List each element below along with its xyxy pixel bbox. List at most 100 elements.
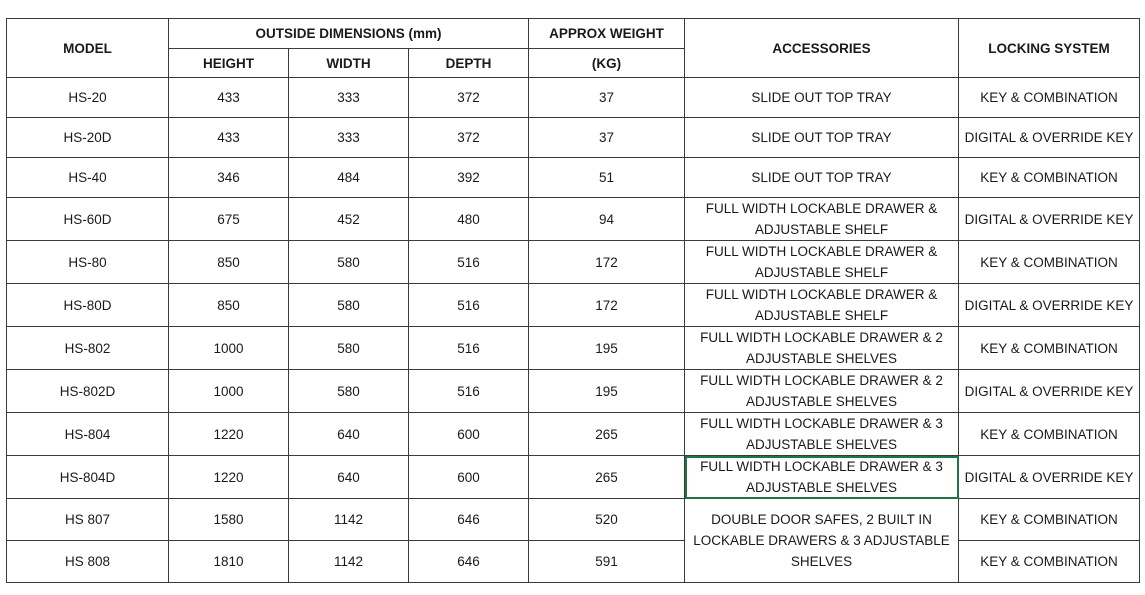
cell-weight[interactable]: 37 [528, 77, 685, 118]
table-row: HS-20 433 333 372 37 SLIDE OUT TOP TRAY KEY & … [6, 77, 1140, 118]
cell-accessories[interactable]: SLIDE OUT TOP TRAY [684, 157, 959, 198]
cell-model[interactable]: HS-40 [6, 157, 169, 198]
cell-weight[interactable]: 195 [528, 326, 685, 370]
cell-width[interactable]: 580 [288, 326, 409, 370]
header-depth[interactable]: DEPTH [408, 48, 529, 78]
cell-width[interactable]: 640 [288, 455, 409, 499]
table-body: HS-20 433 333 372 37 SLIDE OUT TOP TRAY KEY & … [6, 77, 1140, 583]
cell-height[interactable]: 1000 [168, 326, 289, 370]
cell-locking[interactable]: DIGITAL & OVERRIDE KEY [958, 369, 1140, 413]
cell-depth[interactable]: 372 [408, 77, 529, 118]
cell-height[interactable]: 433 [168, 77, 289, 118]
cell-model[interactable]: HS-80D [6, 283, 169, 327]
cell-depth[interactable]: 516 [408, 369, 529, 413]
cell-weight[interactable]: 265 [528, 412, 685, 456]
cell-accessories[interactable]: FULL WIDTH LOCKABLE DRAWER & ADJUSTABLE … [684, 197, 959, 241]
header-outside-dimensions[interactable]: OUTSIDE DIMENSIONS (mm) [168, 18, 529, 49]
cell-weight[interactable]: 172 [528, 240, 685, 284]
cell-height[interactable]: 675 [168, 197, 289, 241]
cell-model[interactable]: HS-80 [6, 240, 169, 284]
cell-height[interactable]: 1580 [168, 498, 289, 541]
cell-weight[interactable]: 94 [528, 197, 685, 241]
cell-weight[interactable]: 51 [528, 157, 685, 198]
table-row: HS-80D 850 580 516 172 FULL WIDTH LOCKABLE DR… [6, 283, 1140, 327]
cell-accessories[interactable]: FULL WIDTH LOCKABLE DRAWER & ADJUSTABLE … [684, 240, 959, 284]
cell-model[interactable]: HS-60D [6, 197, 169, 241]
cell-depth[interactable]: 392 [408, 157, 529, 198]
table-row: HS-802 1000 580 516 195 FULL WIDTH LOCKABLE D… [6, 326, 1140, 370]
cell-width[interactable]: 580 [288, 240, 409, 284]
cell-accessories[interactable]: FULL WIDTH LOCKABLE DRAWER & 2 ADJUSTABL… [684, 369, 959, 413]
cell-model[interactable]: HS-20 [6, 77, 169, 118]
cell-locking[interactable]: KEY & COMBINATION [958, 326, 1140, 370]
cell-height[interactable]: 1810 [168, 540, 289, 583]
table-row: HS-40 346 484 392 51 SLIDE OUT TOP TRAY KEY & … [6, 157, 1140, 198]
cell-locking[interactable]: DIGITAL & OVERRIDE KEY [958, 455, 1140, 499]
cell-width[interactable]: 580 [288, 283, 409, 327]
cell-depth[interactable]: 480 [408, 197, 529, 241]
cell-model[interactable]: HS-804D [6, 455, 169, 499]
cell-width[interactable]: 333 [288, 77, 409, 118]
header-accessories[interactable]: ACCESSORIES [684, 18, 959, 78]
cell-width[interactable]: 580 [288, 369, 409, 413]
cell-model[interactable]: HS-802D [6, 369, 169, 413]
cell-locking[interactable]: KEY & COMBINATION [958, 540, 1140, 583]
cell-width[interactable]: 452 [288, 197, 409, 241]
cell-accessories[interactable]: SLIDE OUT TOP TRAY [684, 77, 959, 118]
cell-depth[interactable]: 516 [408, 326, 529, 370]
cell-depth[interactable]: 600 [408, 412, 529, 456]
table-row: HS-802D 1000 580 516 195 FULL WIDTH LOCKABLE … [6, 369, 1140, 413]
cell-model[interactable]: HS-804 [6, 412, 169, 456]
cell-model[interactable]: HS 807 [6, 498, 169, 541]
cell-depth[interactable]: 372 [408, 117, 529, 158]
header-model[interactable]: MODEL [6, 18, 169, 78]
cell-accessories[interactable]: DOUBLE DOOR SAFES, 2 BUILT IN LOCKABLE D… [684, 498, 959, 583]
header-width[interactable]: WIDTH [288, 48, 409, 78]
cell-weight[interactable]: 591 [528, 540, 685, 583]
cell-depth[interactable]: 646 [408, 498, 529, 541]
cell-height[interactable]: 850 [168, 283, 289, 327]
cell-locking[interactable]: KEY & COMBINATION [958, 77, 1140, 118]
cell-model[interactable]: HS-802 [6, 326, 169, 370]
cell-height[interactable]: 1220 [168, 412, 289, 456]
cell-height[interactable]: 433 [168, 117, 289, 158]
cell-accessories[interactable]: FULL WIDTH LOCKABLE DRAWER & ADJUSTABLE … [684, 283, 959, 327]
cell-model[interactable]: HS 808 [6, 540, 169, 583]
cell-depth[interactable]: 646 [408, 540, 529, 583]
cell-model[interactable]: HS-20D [6, 117, 169, 158]
cell-weight[interactable]: 195 [528, 369, 685, 413]
cell-width[interactable]: 1142 [288, 540, 409, 583]
cell-accessories[interactable]: SLIDE OUT TOP TRAY [684, 117, 959, 158]
cell-depth[interactable]: 516 [408, 240, 529, 284]
cell-height[interactable]: 1220 [168, 455, 289, 499]
cell-locking[interactable]: DIGITAL & OVERRIDE KEY [958, 283, 1140, 327]
header-height[interactable]: HEIGHT [168, 48, 289, 78]
cell-locking[interactable]: DIGITAL & OVERRIDE KEY [958, 197, 1140, 241]
cell-accessories[interactable]: FULL WIDTH LOCKABLE DRAWER & 3 ADJUSTABL… [684, 412, 959, 456]
table-row: HS 807 1580 1142 646 520 DOUBLE DOOR SAFES, 2… [6, 498, 1140, 583]
table-row: HS-804 1220 640 600 265 FULL WIDTH LOCKABLE D… [6, 412, 1140, 456]
cell-width[interactable]: 333 [288, 117, 409, 158]
cell-weight[interactable]: 37 [528, 117, 685, 158]
cell-width[interactable]: 484 [288, 157, 409, 198]
cell-depth[interactable]: 600 [408, 455, 529, 499]
cell-locking[interactable]: KEY & COMBINATION [958, 498, 1140, 541]
cell-locking[interactable]: DIGITAL & OVERRIDE KEY [958, 117, 1140, 158]
cell-weight[interactable]: 265 [528, 455, 685, 499]
cell-height[interactable]: 850 [168, 240, 289, 284]
cell-accessories[interactable]: FULL WIDTH LOCKABLE DRAWER & 3 ADJUSTABL… [684, 455, 959, 499]
cell-height[interactable]: 346 [168, 157, 289, 198]
header-weight-unit[interactable]: (KG) [528, 48, 685, 78]
cell-locking[interactable]: KEY & COMBINATION [958, 412, 1140, 456]
header-locking-system[interactable]: LOCKING SYSTEM [958, 18, 1140, 78]
cell-weight[interactable]: 520 [528, 498, 685, 541]
cell-height[interactable]: 1000 [168, 369, 289, 413]
cell-locking[interactable]: KEY & COMBINATION [958, 240, 1140, 284]
cell-depth[interactable]: 516 [408, 283, 529, 327]
cell-locking[interactable]: KEY & COMBINATION [958, 157, 1140, 198]
cell-weight[interactable]: 172 [528, 283, 685, 327]
header-approx-weight[interactable]: APPROX WEIGHT [528, 18, 685, 49]
cell-accessories[interactable]: FULL WIDTH LOCKABLE DRAWER & 2 ADJUSTABL… [684, 326, 959, 370]
cell-width[interactable]: 1142 [288, 498, 409, 541]
cell-width[interactable]: 640 [288, 412, 409, 456]
